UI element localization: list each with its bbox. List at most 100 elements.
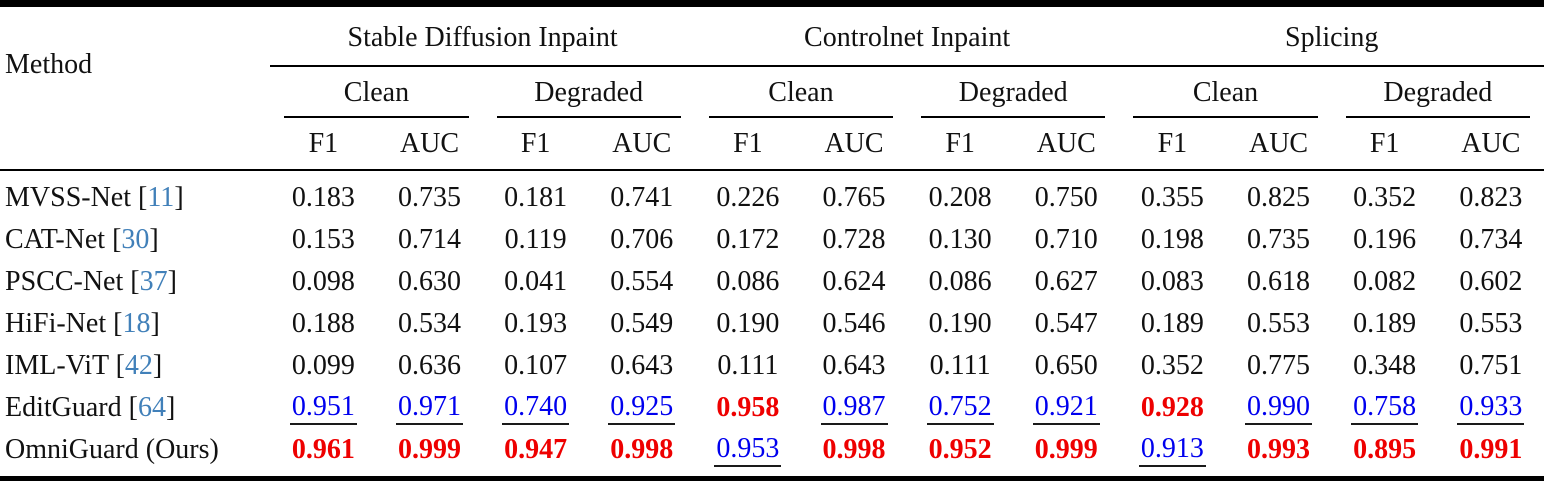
- metric-value: 0.998: [822, 434, 886, 465]
- condition-header-degraded: Degraded: [1332, 66, 1544, 118]
- value-cell: 0.999: [1013, 429, 1119, 480]
- value-cell: 0.198: [1119, 219, 1225, 261]
- metric-value: 0.208: [928, 182, 992, 213]
- metric-value: 0.190: [716, 308, 780, 339]
- group-header-controlnet-inpaint: Controlnet Inpaint: [694, 3, 1120, 67]
- metric-value: 0.119: [504, 224, 567, 255]
- method-name: OmniGuard (Ours): [5, 434, 219, 465]
- metric-value: 0.825: [1247, 182, 1311, 213]
- value-cell: 0.099: [270, 345, 376, 387]
- metric-value: 0.741: [610, 182, 674, 213]
- value-cell: 0.618: [1225, 261, 1331, 303]
- value-cell: 0.098: [270, 261, 376, 303]
- metric-value: 0.714: [398, 224, 462, 255]
- value-cell: 0.348: [1332, 345, 1438, 387]
- metric-value: 0.630: [398, 266, 462, 297]
- value-cell: 0.111: [695, 345, 801, 387]
- value-cell: 0.735: [1225, 219, 1331, 261]
- citation-link[interactable]: 18: [122, 308, 151, 339]
- value-cell: 0.999: [376, 429, 482, 480]
- metric-value: 0.554: [610, 266, 674, 297]
- metric-value: 0.189: [1140, 308, 1204, 339]
- value-cell: 0.958: [695, 387, 801, 429]
- metric-value: 0.547: [1034, 308, 1098, 339]
- table-row: IML-ViT [42] 0.099 0.636 0.107 0.643 0.111 0.6…: [0, 345, 1544, 387]
- value-cell: 0.987: [801, 387, 907, 429]
- table-header: Method Stable Diffusion Inpaint Controln…: [0, 3, 1544, 171]
- metric-value: 0.624: [822, 266, 886, 297]
- condition-header-clean: Clean: [695, 66, 907, 118]
- metric-value: 0.083: [1140, 266, 1204, 297]
- metric-header-f1: F1: [1331, 118, 1438, 171]
- method-label: PSCC-Net [37]: [0, 261, 270, 303]
- value-cell: 0.189: [1119, 303, 1225, 345]
- value-cell: 0.086: [907, 261, 1013, 303]
- citation-link[interactable]: 42: [124, 350, 153, 381]
- citation-link[interactable]: 64: [137, 392, 166, 423]
- metric-value: 0.189: [1353, 308, 1417, 339]
- metric-value: 0.198: [1140, 224, 1204, 255]
- value-cell: 0.107: [483, 345, 589, 387]
- metric-header-auc: AUC: [1225, 118, 1332, 171]
- value-cell: 0.153: [270, 219, 376, 261]
- metric-value: 0.549: [610, 308, 674, 339]
- table-row: OmniGuard (Ours) 0.961 0.999 0.947 0.998 0.95…: [0, 429, 1544, 480]
- metric-value: 0.823: [1459, 182, 1523, 213]
- table-row: HiFi-Net [18] 0.188 0.534 0.193 0.549 0.190 0.…: [0, 303, 1544, 345]
- citation-link[interactable]: 30: [121, 224, 150, 255]
- value-cell: 0.710: [1013, 219, 1119, 261]
- value-cell: 0.952: [907, 429, 1013, 480]
- value-cell: 0.933: [1438, 387, 1544, 429]
- metric-header-f1: F1: [482, 118, 589, 171]
- value-cell: 0.553: [1225, 303, 1331, 345]
- metric-value: 0.041: [504, 266, 568, 297]
- value-cell: 0.650: [1013, 345, 1119, 387]
- value-cell: 0.913: [1119, 429, 1225, 480]
- metric-value: 0.348: [1353, 350, 1417, 381]
- metric-value: 0.172: [716, 224, 780, 255]
- metric-value: 0.925: [608, 392, 676, 425]
- table-row: CAT-Net [30] 0.153 0.714 0.119 0.706 0.172 0.7…: [0, 219, 1544, 261]
- metric-value: 0.602: [1459, 266, 1523, 297]
- metric-value: 0.111: [717, 350, 779, 381]
- metric-value: 0.750: [1034, 182, 1098, 213]
- citation-link[interactable]: 37: [139, 266, 168, 297]
- method-label: EditGuard [64]: [0, 387, 270, 429]
- metric-value: 0.190: [928, 308, 992, 339]
- metric-value: 0.183: [291, 182, 355, 213]
- method-label: OmniGuard (Ours): [0, 429, 270, 480]
- metric-value: 0.958: [716, 392, 780, 423]
- value-cell: 0.226: [695, 170, 801, 219]
- metric-value: 0.710: [1034, 224, 1098, 255]
- metric-value: 0.352: [1140, 350, 1204, 381]
- value-cell: 0.947: [483, 429, 589, 480]
- method-label: IML-ViT [42]: [0, 345, 270, 387]
- citation-bracket: [: [123, 266, 140, 297]
- value-cell: 0.921: [1013, 387, 1119, 429]
- value-cell: 0.130: [907, 219, 1013, 261]
- value-cell: 0.188: [270, 303, 376, 345]
- value-cell: 0.554: [589, 261, 695, 303]
- metric-value: 0.971: [396, 392, 464, 425]
- metric-value: 0.987: [820, 392, 888, 425]
- metric-value: 0.181: [504, 182, 568, 213]
- citation-link[interactable]: 11: [147, 182, 175, 213]
- metric-header-auc: AUC: [376, 118, 483, 171]
- group-header-stable-diffusion-inpaint: Stable Diffusion Inpaint: [270, 3, 695, 67]
- value-cell: 0.083: [1119, 261, 1225, 303]
- metric-value: 0.553: [1459, 308, 1523, 339]
- metric-value: 0.998: [610, 434, 674, 465]
- metric-value: 0.193: [504, 308, 568, 339]
- condition-header-clean: Clean: [1119, 66, 1331, 118]
- metric-header-f1: F1: [1119, 118, 1226, 171]
- citation-bracket: ]: [174, 182, 184, 213]
- metric-header-auc: AUC: [800, 118, 908, 171]
- value-cell: 0.953: [695, 429, 801, 480]
- metric-value: 0.355: [1140, 182, 1204, 213]
- value-cell: 0.196: [1332, 219, 1438, 261]
- metric-value: 0.895: [1353, 434, 1417, 465]
- metric-header-auc: AUC: [1013, 118, 1120, 171]
- value-cell: 0.208: [907, 170, 1013, 219]
